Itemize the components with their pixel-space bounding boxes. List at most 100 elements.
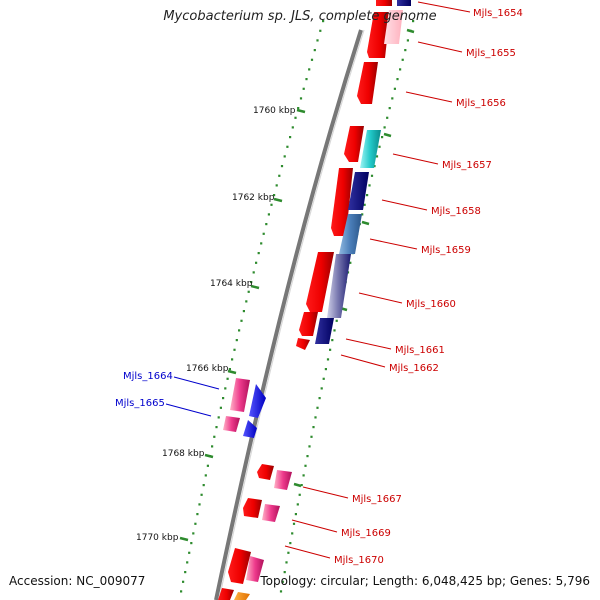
ring-dot <box>270 203 273 206</box>
genes-outer-strand <box>218 0 411 600</box>
ring-dot <box>279 590 283 593</box>
gene-arrow[interactable] <box>299 312 318 336</box>
ring-dot <box>217 416 220 419</box>
gene-arrow[interactable] <box>249 384 266 418</box>
ring-dot <box>326 358 330 361</box>
ring-tick <box>383 132 392 138</box>
ring-dot <box>302 474 305 477</box>
ring-dot <box>182 580 185 583</box>
ring-dot <box>406 39 409 42</box>
ring-dot <box>202 484 205 487</box>
ring-dot <box>373 165 376 168</box>
ring-dot <box>316 39 319 42</box>
tick-rings <box>180 20 415 593</box>
gene-label[interactable]: Mjls_1664 <box>123 371 173 382</box>
gene-arrow[interactable] <box>218 588 234 600</box>
ring-dot <box>333 329 336 332</box>
kbp-tick: 1770 kbp <box>136 533 189 543</box>
ring-dot <box>412 20 415 23</box>
gene-arrow[interactable] <box>234 592 250 600</box>
gene-label[interactable]: Mjls_1655 <box>466 48 516 59</box>
ring-dot <box>238 329 241 332</box>
ring-dot <box>245 300 248 303</box>
gene-arrow[interactable] <box>315 318 334 344</box>
ring-dot <box>368 184 371 187</box>
gene-label[interactable]: Mjls_1657 <box>442 160 492 171</box>
ring-dot <box>396 78 399 81</box>
ring-dot <box>370 174 374 177</box>
ring-dot <box>296 503 299 506</box>
gene-arrow[interactable] <box>246 556 264 582</box>
gene-arrow[interactable] <box>357 62 378 104</box>
gene-block[interactable] <box>397 0 411 6</box>
gene-arrow[interactable] <box>296 338 310 350</box>
ring-dot <box>280 165 284 168</box>
map-title: Mycobacterium sp. JLS, complete genome <box>163 9 437 24</box>
ring-dot <box>224 387 227 390</box>
gene-arrow[interactable] <box>243 420 257 438</box>
ring-dot <box>291 126 294 129</box>
ring-dot <box>375 155 379 158</box>
ring-dot <box>283 571 286 574</box>
ring-dot <box>305 78 308 81</box>
gene-arrow[interactable] <box>262 504 280 522</box>
gene-arrow[interactable] <box>348 172 369 210</box>
ring-dot <box>363 203 366 206</box>
kbp-tick: 1764 kbp <box>210 279 260 290</box>
gene-label[interactable]: Mjls_1659 <box>421 245 471 256</box>
gene-arrow[interactable] <box>306 252 334 312</box>
ring-dot <box>240 319 243 322</box>
gene-label[interactable]: Mjls_1665 <box>115 398 165 409</box>
gene-arrow[interactable] <box>384 10 403 44</box>
gene-arrow[interactable] <box>228 548 251 584</box>
kbp-tick-label: 1762 kbp <box>232 193 275 203</box>
ring-dot <box>308 445 311 448</box>
ring-dot <box>404 49 407 52</box>
ring-dot <box>180 590 183 593</box>
gene-label[interactable]: Mjls_1667 <box>352 494 402 505</box>
gene-label[interactable]: Mjls_1658 <box>431 206 481 217</box>
ring-dot <box>242 310 245 313</box>
gene-label[interactable]: Mjls_1670 <box>334 555 384 566</box>
ring-dot <box>399 68 402 71</box>
ring-dot <box>257 252 260 255</box>
gene-arrow[interactable] <box>327 254 351 318</box>
ring-dot <box>196 513 199 516</box>
gene-arrow[interactable] <box>230 378 250 412</box>
genome-backbone <box>214 29 363 600</box>
gene-arrow[interactable] <box>360 130 381 168</box>
gene-arrow[interactable] <box>257 464 274 480</box>
gene-arrow[interactable] <box>344 126 364 162</box>
gene-label[interactable]: Mjls_1654 <box>473 8 523 19</box>
ring-dot <box>206 464 209 467</box>
gene-label[interactable]: Mjls_1660 <box>406 299 456 310</box>
ring-tick <box>293 482 302 488</box>
ring-dot <box>247 290 250 293</box>
ring-tick <box>406 28 415 34</box>
gene-label[interactable]: Mjls_1656 <box>456 98 506 109</box>
ring-dot <box>294 116 297 119</box>
gene-arrow[interactable] <box>243 498 262 518</box>
kbp-tick: 1766 kbp <box>186 364 237 375</box>
gene-label[interactable]: Mjls_1662 <box>389 363 439 374</box>
kbp-tick: 1768 kbp <box>162 449 214 459</box>
gene-labels: Mjls_1654 Mjls_1655 Mjls_1656 Mjls_1657 … <box>115 8 523 566</box>
ring-dot <box>386 116 389 119</box>
ring-dot <box>292 522 296 525</box>
ring-dot <box>228 368 231 371</box>
ring-dot <box>361 213 364 216</box>
gene-block[interactable] <box>376 0 392 6</box>
gene-arrow[interactable] <box>339 214 362 254</box>
gene-label[interactable]: Mjls_1661 <box>395 345 445 356</box>
gene-arrow[interactable] <box>223 416 240 432</box>
ring-dot <box>200 493 203 496</box>
gene-arrow[interactable] <box>274 470 292 490</box>
ring-dot <box>252 271 255 274</box>
ring-dot <box>312 426 315 429</box>
kbp-tick-label: 1760 kbp <box>253 106 296 116</box>
ring-dot <box>273 194 276 197</box>
gene-label[interactable]: Mjls_1669 <box>341 528 391 539</box>
gene-arrow[interactable] <box>367 12 390 58</box>
ring-dot <box>198 503 201 506</box>
